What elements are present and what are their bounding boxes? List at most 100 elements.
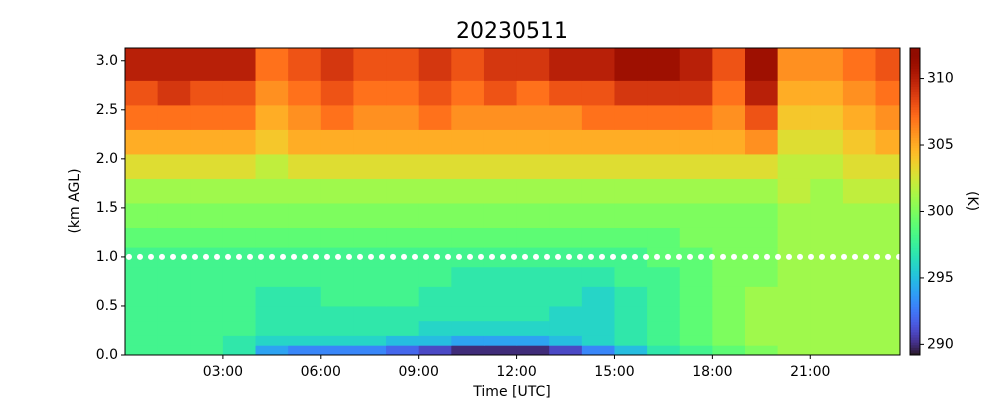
heatmap-cell xyxy=(353,104,387,130)
heatmap-cell xyxy=(842,247,877,268)
heatmap-cell xyxy=(516,104,550,130)
heatmap-cell xyxy=(288,178,322,204)
heatmap-cell xyxy=(353,266,387,287)
colorbar-segment xyxy=(910,260,920,264)
colorbar-segment xyxy=(910,88,920,92)
heatmap-cell xyxy=(386,104,420,130)
heatmap-cell xyxy=(647,129,681,155)
heatmap-cell xyxy=(386,335,420,346)
heatmap-cell xyxy=(712,153,746,179)
heatmap-cell xyxy=(190,335,224,346)
heatmap-cell xyxy=(418,305,452,322)
heatmap-cell xyxy=(451,266,485,287)
heatmap-cell xyxy=(320,153,354,179)
colorbar-segment xyxy=(910,247,920,251)
heatmap-cell xyxy=(810,178,844,204)
heatmap-cell xyxy=(125,129,159,155)
colorbar-segment xyxy=(910,104,920,108)
heatmap-cell xyxy=(842,227,877,248)
heatmap-cell xyxy=(842,335,877,346)
heatmap-cell xyxy=(549,178,583,204)
heatmap-cell xyxy=(549,129,583,155)
heatmap-cell xyxy=(255,286,289,307)
colorbar-segment xyxy=(910,127,920,131)
heatmap-cell xyxy=(679,202,713,228)
heatmap-cell xyxy=(581,320,615,336)
colorbar-segment xyxy=(910,209,920,213)
heatmap-cell xyxy=(222,153,257,179)
heatmap-cell xyxy=(255,202,289,228)
colorbar-segment xyxy=(910,168,920,172)
heatmap-cell xyxy=(353,178,387,204)
colorbar-segment xyxy=(910,342,920,346)
heatmap-cell xyxy=(679,320,713,336)
heatmap-cell xyxy=(418,345,452,356)
colorbar-segment xyxy=(910,198,920,202)
heatmap-cell xyxy=(647,305,681,322)
heatmap-cell xyxy=(418,104,452,130)
colorbar-segment xyxy=(910,134,920,139)
y-tick-label: 3.0 xyxy=(96,53,118,69)
heatmap-cell xyxy=(647,153,681,179)
heatmap-cell xyxy=(842,286,877,307)
heatmap-cell xyxy=(810,48,844,81)
heatmap-cell xyxy=(451,227,485,248)
colorbar-segment xyxy=(910,239,920,243)
heatmap-cell xyxy=(483,129,518,155)
colorbar-segment xyxy=(910,311,920,315)
heatmap-cell xyxy=(712,247,746,268)
heatmap-cell xyxy=(777,129,811,155)
heatmap-cell xyxy=(679,80,713,106)
heatmap-cell xyxy=(255,305,289,322)
heatmap-cell xyxy=(320,286,354,307)
heatmap-cell xyxy=(222,202,257,228)
colorbar-segment xyxy=(910,319,920,323)
colorbar-segment xyxy=(910,216,920,220)
x-tick-label: 21:00 xyxy=(790,364,830,380)
colorbar-segment xyxy=(910,81,920,85)
heatmap-cell xyxy=(320,129,354,155)
colorbar-segment xyxy=(910,221,920,226)
heatmap-cell xyxy=(875,202,901,228)
heatmap-cell xyxy=(581,104,615,130)
colorbar-segment xyxy=(910,314,920,318)
heatmap-cell xyxy=(810,345,844,356)
colorbar-segment xyxy=(910,181,920,185)
heatmap-cell xyxy=(353,320,387,336)
heatmap-cell xyxy=(353,227,387,248)
heatmap-cell xyxy=(581,202,615,228)
colorbar-segment xyxy=(910,316,920,320)
heatmap-cell xyxy=(810,305,844,322)
heatmap-cell xyxy=(386,266,420,287)
heatmap-cell xyxy=(288,305,322,322)
heatmap-cell xyxy=(353,305,387,322)
heatmap-cell xyxy=(222,104,257,130)
heatmap-cell xyxy=(810,335,844,346)
y-axis-label: (km AGL) xyxy=(67,168,83,233)
heatmap-cell xyxy=(777,266,811,287)
colorbar-segment xyxy=(910,255,920,259)
colorbar-segment xyxy=(910,99,920,103)
heatmap-cell xyxy=(483,104,518,130)
colorbar-segment xyxy=(910,158,920,162)
colorbar-segment xyxy=(910,280,920,284)
colorbar-segment xyxy=(910,119,920,123)
heatmap-cell xyxy=(222,320,257,336)
colorbar-segment xyxy=(910,109,920,113)
heatmap-cell xyxy=(157,335,191,346)
heatmap-cell xyxy=(222,345,257,356)
heatmap-cell xyxy=(190,48,224,81)
heatmap-cell xyxy=(679,48,713,81)
colorbar-segment xyxy=(910,329,920,333)
heatmap-cell xyxy=(222,178,257,204)
heatmap-cell xyxy=(549,247,583,268)
heatmap-cell xyxy=(647,286,681,307)
plot-frame xyxy=(124,47,901,356)
heatmap-cell xyxy=(320,178,354,204)
y-tick-label: 1.5 xyxy=(96,200,118,216)
heatmap-cell xyxy=(875,345,901,356)
heatmap-cell xyxy=(810,80,844,106)
heatmap-cell xyxy=(842,129,877,155)
colorbar-tick-label: 305 xyxy=(927,137,954,153)
